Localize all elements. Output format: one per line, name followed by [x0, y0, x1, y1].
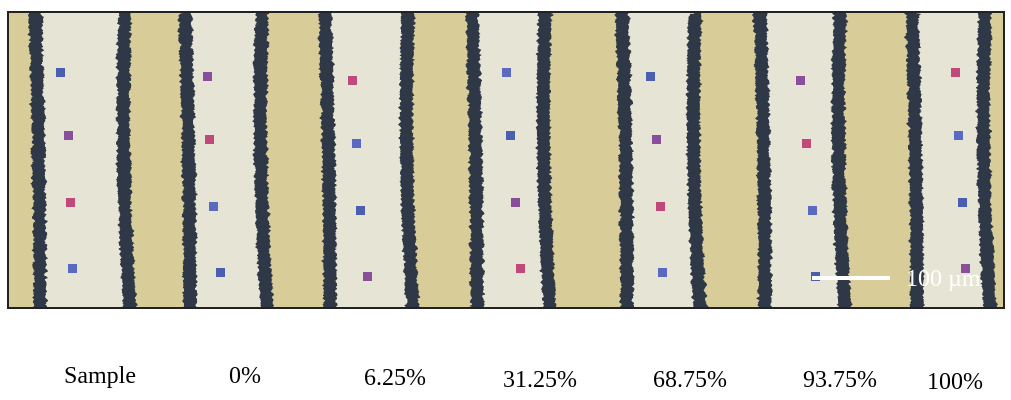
dot [502, 68, 511, 77]
dark-line [543, 12, 550, 308]
light-stripe [325, 12, 412, 308]
figure: 100 µm Sample 0% 6.25% 31.25% 68.75% 93.75% 10… [0, 0, 1011, 400]
dot [796, 76, 805, 85]
sample-label: 93.75% [803, 367, 877, 393]
dot [348, 76, 357, 85]
dot [203, 72, 212, 81]
light-stripe [35, 12, 129, 308]
dark-line [912, 12, 917, 308]
dot [363, 272, 372, 281]
dot [209, 202, 218, 211]
dot [56, 68, 65, 77]
dark-line [406, 12, 413, 308]
dot [802, 139, 811, 148]
dot [658, 268, 667, 277]
sample-labels: Sample 0% 6.25% 31.25% 68.75% 93.75% 100% [64, 363, 983, 395]
dark-line [760, 12, 765, 308]
light-stripe [760, 12, 844, 308]
dark-line [123, 12, 130, 308]
dark-line [983, 12, 990, 308]
dot [951, 68, 960, 77]
scale-bar-label: 100 µm [906, 266, 981, 292]
dot [66, 198, 75, 207]
sample-label: 6.25% [364, 365, 426, 391]
dot [656, 202, 665, 211]
dot [958, 198, 967, 207]
dot [216, 268, 225, 277]
dot [356, 206, 365, 215]
dot [652, 135, 661, 144]
page: 100 µm Sample 0% 6.25% 31.25% 68.75% 93.75% 10… [0, 0, 1011, 400]
dot [511, 198, 520, 207]
dot [64, 131, 73, 140]
dot [516, 264, 525, 273]
light-stripe [185, 12, 266, 308]
sample-label: 31.25% [503, 367, 577, 393]
sample-label: 0% [229, 363, 261, 389]
dark-line [838, 12, 845, 308]
dark-line [622, 12, 627, 308]
sample-label: 68.75% [653, 367, 727, 393]
sample-label: 100% [927, 369, 983, 395]
dot [352, 139, 361, 148]
dot [808, 206, 817, 215]
dark-line [260, 12, 267, 308]
dark-line [185, 12, 190, 308]
dark-line [325, 12, 330, 308]
dot [68, 264, 77, 273]
dark-line [693, 12, 700, 308]
dark-line [472, 12, 477, 308]
dark-line [35, 12, 40, 308]
dot [205, 135, 214, 144]
dot [646, 72, 655, 81]
sample-label: Sample [64, 363, 136, 389]
dot [954, 131, 963, 140]
dot [506, 131, 515, 140]
